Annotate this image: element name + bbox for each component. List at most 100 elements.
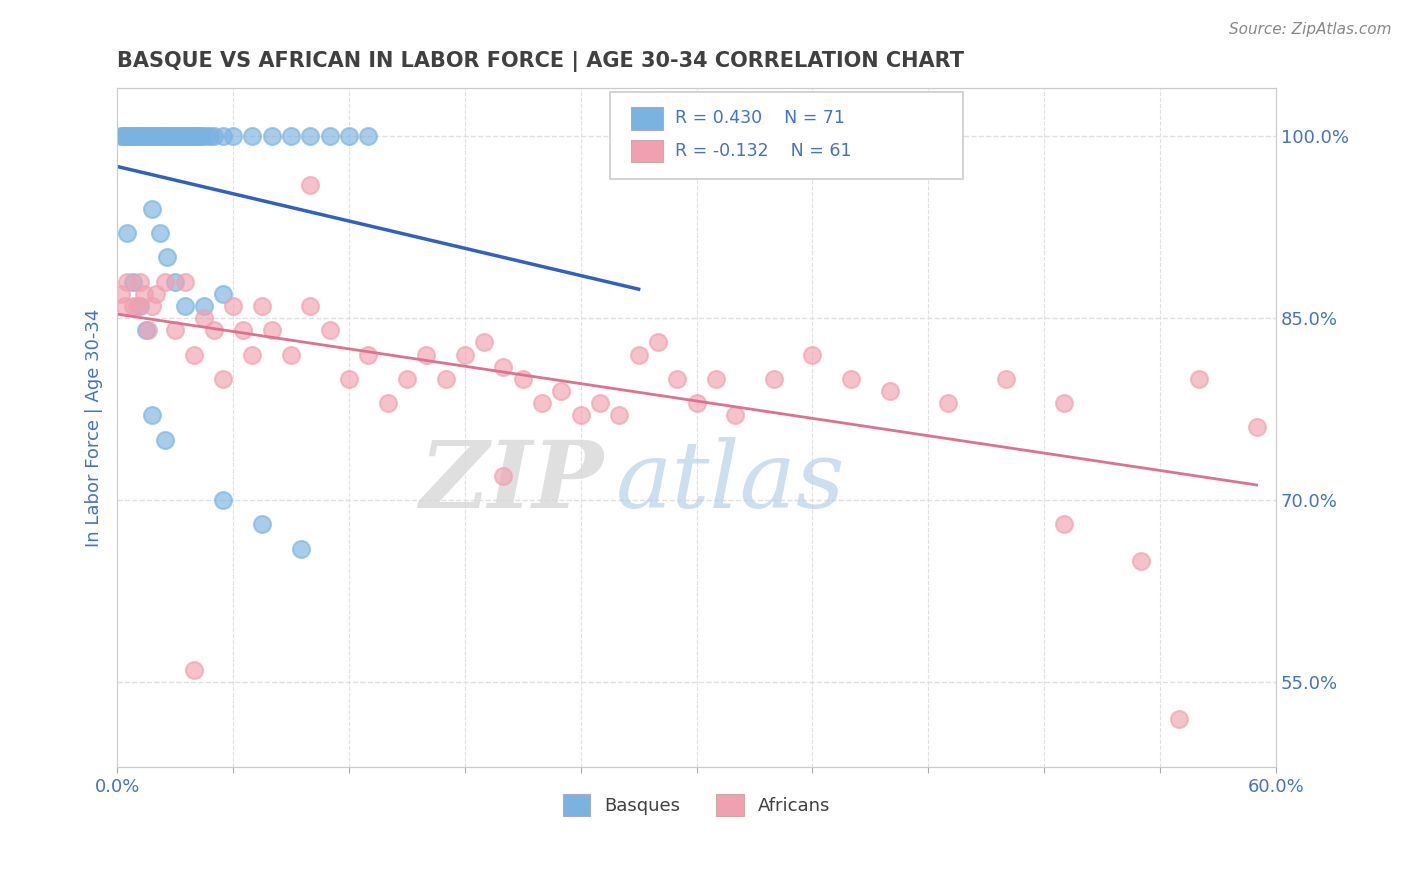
Point xyxy=(183,663,205,677)
Point xyxy=(762,372,785,386)
Point xyxy=(165,129,187,144)
Point xyxy=(152,129,174,144)
Point xyxy=(141,299,163,313)
Point xyxy=(127,129,149,144)
Point xyxy=(170,129,193,144)
Point xyxy=(191,129,214,144)
Point xyxy=(173,275,195,289)
Point xyxy=(146,129,169,144)
Point xyxy=(318,129,340,144)
Point xyxy=(260,129,283,144)
Point xyxy=(115,275,138,289)
Point xyxy=(212,493,235,508)
Point xyxy=(280,347,302,361)
Point xyxy=(114,129,136,144)
Point xyxy=(839,372,862,386)
Point xyxy=(120,129,142,144)
Point xyxy=(569,409,592,423)
Point xyxy=(318,323,340,337)
Point xyxy=(472,335,495,350)
Point xyxy=(129,299,152,313)
Point xyxy=(149,129,172,144)
Point xyxy=(357,347,380,361)
Point xyxy=(165,323,187,337)
Point xyxy=(121,129,143,144)
Point xyxy=(879,384,901,398)
Point xyxy=(260,323,283,337)
Point xyxy=(202,129,225,144)
Point xyxy=(222,299,245,313)
Point xyxy=(531,396,554,410)
Point xyxy=(627,347,650,361)
Point xyxy=(129,129,152,144)
Point xyxy=(647,335,669,350)
Point xyxy=(124,129,146,144)
Point xyxy=(136,129,159,144)
FancyBboxPatch shape xyxy=(630,140,664,162)
Point xyxy=(157,129,180,144)
Point xyxy=(936,396,959,410)
Point xyxy=(250,517,273,532)
Point xyxy=(136,323,159,337)
Point xyxy=(141,409,163,423)
Point xyxy=(173,299,195,313)
Point xyxy=(250,299,273,313)
Point xyxy=(145,286,167,301)
Point xyxy=(280,129,302,144)
Point xyxy=(1168,712,1191,726)
Point xyxy=(195,129,218,144)
Point xyxy=(186,129,208,144)
Text: ZIP: ZIP xyxy=(419,437,603,527)
Point xyxy=(242,347,264,361)
Point xyxy=(129,275,152,289)
Point xyxy=(337,372,360,386)
Point xyxy=(607,409,630,423)
Point xyxy=(193,311,215,326)
Point xyxy=(166,129,188,144)
Point xyxy=(299,299,322,313)
Point xyxy=(125,129,148,144)
Point xyxy=(142,129,165,144)
Point xyxy=(454,347,477,361)
Point xyxy=(492,359,515,374)
Point xyxy=(177,129,200,144)
Point xyxy=(183,347,205,361)
Point xyxy=(222,129,245,144)
FancyBboxPatch shape xyxy=(610,92,963,179)
FancyBboxPatch shape xyxy=(630,107,664,129)
Point xyxy=(212,286,235,301)
Point xyxy=(212,372,235,386)
Point xyxy=(131,129,153,144)
Point xyxy=(180,129,202,144)
Text: atlas: atlas xyxy=(616,437,845,527)
Point xyxy=(135,129,157,144)
Point xyxy=(1188,372,1211,386)
Point xyxy=(589,396,612,410)
Point xyxy=(165,275,187,289)
Point xyxy=(1052,396,1074,410)
Point xyxy=(141,129,163,144)
Point xyxy=(172,129,194,144)
Point xyxy=(994,372,1017,386)
Point xyxy=(114,299,136,313)
Point xyxy=(111,129,134,144)
Point xyxy=(1246,420,1268,434)
Point xyxy=(299,178,322,192)
Point xyxy=(377,396,399,410)
Point xyxy=(290,541,312,556)
Point xyxy=(704,372,727,386)
Point xyxy=(155,275,177,289)
Point xyxy=(150,129,173,144)
Point xyxy=(212,129,235,144)
Point xyxy=(125,299,148,313)
Point xyxy=(395,372,418,386)
Point xyxy=(183,129,205,144)
Point xyxy=(187,129,209,144)
Point xyxy=(115,226,138,240)
Point xyxy=(232,323,254,337)
Point xyxy=(181,129,204,144)
Point xyxy=(118,129,141,144)
Point xyxy=(666,372,689,386)
Point xyxy=(492,469,515,483)
Point xyxy=(134,129,156,144)
